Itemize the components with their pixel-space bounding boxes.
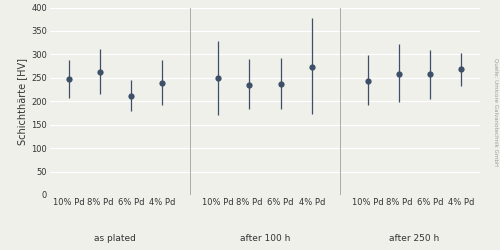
Text: as plated: as plated <box>94 234 136 243</box>
Text: Quelle: Umicore Galvanotechnik GmbH: Quelle: Umicore Galvanotechnik GmbH <box>494 58 499 166</box>
Text: after 100 h: after 100 h <box>240 234 290 243</box>
Text: after 250 h: after 250 h <box>390 234 440 243</box>
Y-axis label: Schichthärte [HV]: Schichthärte [HV] <box>17 58 27 145</box>
